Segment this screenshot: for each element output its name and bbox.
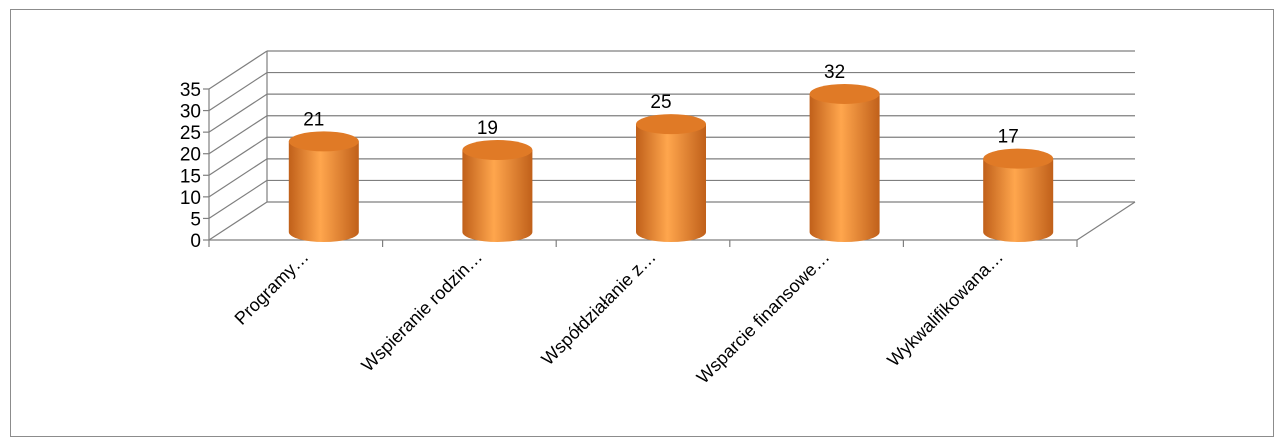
y-tick-label: 35 bbox=[180, 80, 201, 101]
gridline-side-35 bbox=[208, 50, 268, 90]
bar-1 bbox=[288, 131, 359, 242]
axes bbox=[203, 88, 1078, 247]
bar-3 bbox=[636, 114, 706, 242]
bar-top bbox=[288, 131, 359, 152]
bar-body bbox=[288, 141, 359, 242]
chart-frame: 0 5 10 15 20 25 30 35 21 Programy… 19 Wspieranie ro… bbox=[10, 9, 1274, 437]
bar-top bbox=[636, 114, 706, 135]
bar-2 bbox=[462, 140, 533, 242]
y-tick-label: 20 bbox=[180, 145, 201, 166]
gridline-side-25 bbox=[208, 93, 268, 133]
gridline-side-5 bbox=[208, 179, 268, 219]
category-label-4: Wsparcie finansowe… bbox=[693, 247, 834, 388]
bar-body bbox=[462, 150, 533, 242]
bar-5 bbox=[983, 148, 1054, 242]
bar-body bbox=[636, 124, 706, 242]
y-tick-label: 15 bbox=[180, 166, 201, 187]
bar-body bbox=[809, 93, 880, 242]
gridline-side-0 bbox=[208, 201, 268, 241]
category-label-1: Programy… bbox=[231, 247, 313, 329]
gridline-side-30 bbox=[208, 72, 268, 112]
bars bbox=[288, 83, 1054, 242]
data-label-1: 21 bbox=[303, 109, 324, 130]
category-label-2: Wspieranie rodzin… bbox=[357, 247, 486, 376]
bar-top bbox=[462, 140, 533, 161]
bar-body bbox=[983, 158, 1054, 242]
y-tick-label: 0 bbox=[190, 231, 201, 252]
y-tick-label: 25 bbox=[180, 123, 201, 144]
floor-right-edge bbox=[1076, 201, 1136, 241]
data-label-2: 19 bbox=[477, 118, 498, 139]
data-label-5: 17 bbox=[998, 127, 1019, 148]
gridline-side-10 bbox=[208, 158, 268, 198]
category-label-3: Współdziałanie z… bbox=[537, 247, 659, 369]
category-label-5: Wykwalifikowana… bbox=[883, 247, 1007, 371]
gridline-side-15 bbox=[208, 136, 268, 176]
y-tick-label: 30 bbox=[180, 102, 201, 123]
bar-4 bbox=[809, 83, 880, 242]
data-label-4: 32 bbox=[824, 62, 845, 83]
bar-top bbox=[983, 148, 1054, 169]
data-label-3: 25 bbox=[650, 92, 671, 113]
bar-top bbox=[809, 83, 880, 104]
y-tick-label: 10 bbox=[180, 188, 201, 209]
y-tick-label: 5 bbox=[190, 209, 201, 230]
gridline-side-20 bbox=[208, 115, 268, 155]
